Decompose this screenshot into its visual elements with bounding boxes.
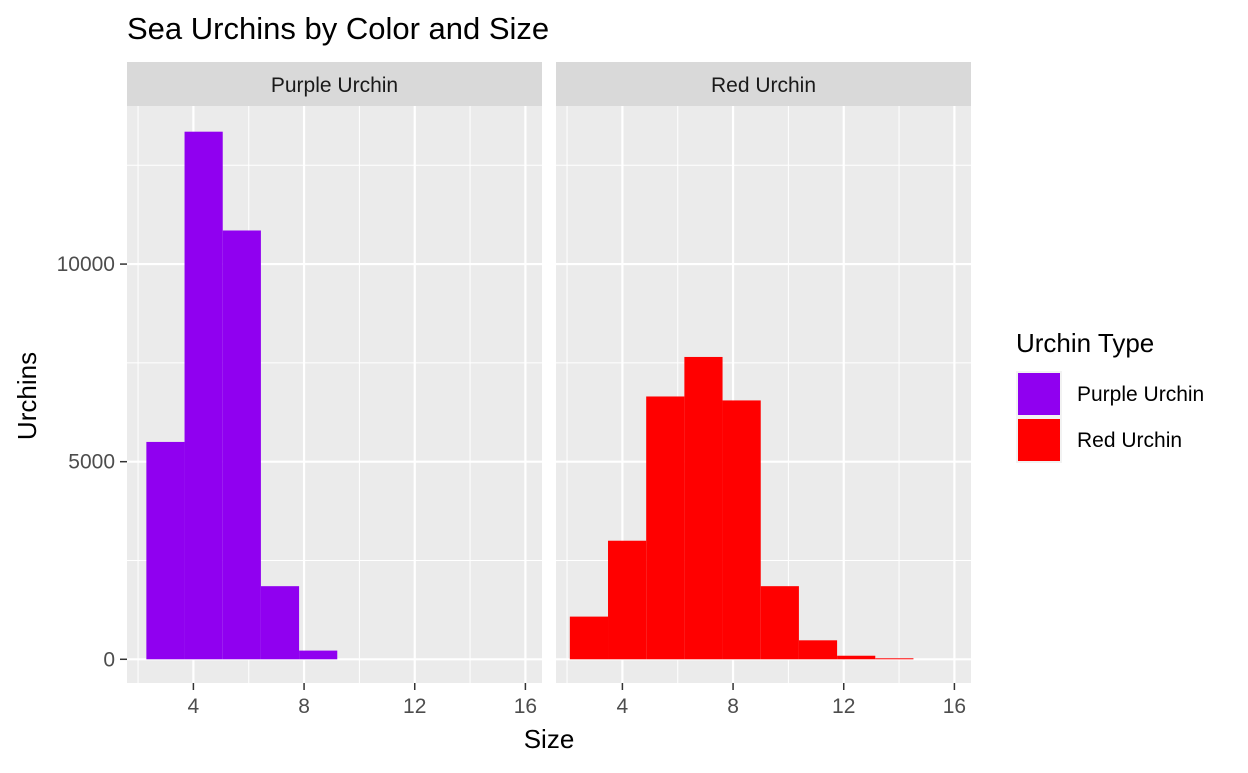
- histogram-bar: [146, 441, 185, 660]
- x-tick-label: 12: [403, 695, 426, 718]
- chart-title: Sea Urchins by Color and Size: [127, 11, 549, 46]
- histogram-bar: [184, 131, 223, 660]
- facet-strip: [556, 62, 971, 106]
- legend-entry-label: Red Urchin: [1077, 429, 1182, 452]
- histogram-bar: [569, 616, 609, 660]
- histogram-bar: [260, 586, 300, 660]
- y-tick-label: 0: [103, 648, 115, 671]
- y-axis-label: Urchins: [12, 352, 42, 440]
- facet-strip-label: Red Urchin: [711, 74, 816, 97]
- facet-strip-label: Purple Urchin: [271, 74, 398, 97]
- histogram-bar: [608, 540, 647, 660]
- x-tick-label: 8: [298, 695, 310, 718]
- histogram-bar: [837, 655, 876, 660]
- histogram-bar: [299, 650, 338, 660]
- facet-panel-1: Red Urchin 4 8 12 16: [556, 62, 971, 718]
- x-tick-label: 12: [832, 695, 855, 718]
- legend-key-swatch: [1018, 419, 1060, 461]
- x-tick-label: 16: [943, 695, 966, 718]
- legend-title: Urchin Type: [1016, 328, 1154, 358]
- histogram-bar: [760, 586, 799, 660]
- x-tick-label: 16: [514, 695, 537, 718]
- x-tick-label: 8: [727, 695, 739, 718]
- histogram-bar: [722, 400, 761, 660]
- y-tick-label: 10000: [57, 253, 115, 276]
- x-axis-label: Size: [524, 724, 575, 754]
- facet-strip: [127, 62, 542, 106]
- histogram-bar: [798, 640, 838, 660]
- histogram-bar: [646, 396, 685, 660]
- x-tick-label: 4: [188, 695, 200, 718]
- histogram-bar: [222, 230, 261, 660]
- histogram-bar: [684, 356, 723, 660]
- legend-key-swatch: [1018, 373, 1060, 415]
- y-tick-label: 5000: [68, 451, 115, 474]
- x-tick-label: 4: [617, 695, 629, 718]
- legend: Urchin Type Purple Urchin Red Urchin: [1016, 328, 1204, 463]
- facet-panel-0: Purple Urchin 4 8 12 16 0 5000 10000: [57, 62, 542, 718]
- histogram-bar: [875, 658, 914, 660]
- legend-entry-label: Purple Urchin: [1077, 383, 1204, 406]
